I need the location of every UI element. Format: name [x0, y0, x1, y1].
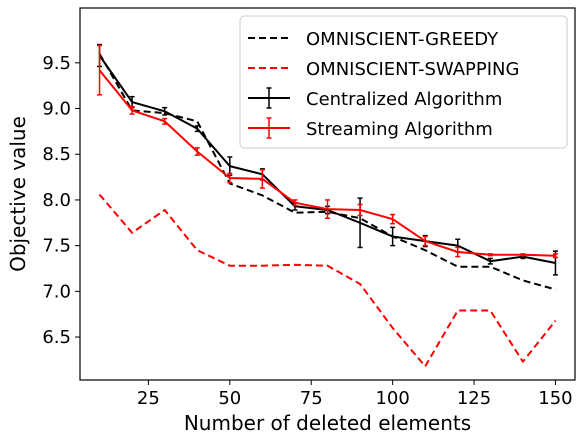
plot-marks	[97, 43, 558, 368]
error-bar	[487, 257, 493, 265]
legend-item: Streaming Algorithm	[248, 117, 493, 140]
x-axis-label: Number of deleted elements	[184, 411, 471, 435]
legend-label: OMNISCIENT-SWAPPING	[306, 59, 519, 80]
error-bar	[487, 253, 493, 257]
legend-box	[239, 15, 568, 149]
x-tick-label: 100	[375, 388, 409, 409]
y-tick-label: 7.0	[42, 281, 71, 302]
y-axis-label: Objective value	[6, 116, 30, 272]
x-tick-label: 75	[300, 388, 323, 409]
error-bar	[390, 226, 396, 247]
legend-label: Centralized Algorithm	[306, 89, 502, 110]
error-bar	[227, 172, 233, 184]
legend-item: OMNISCIENT-GREEDY	[248, 29, 499, 50]
legend-label: Streaming Algorithm	[306, 119, 493, 140]
series-omniscient-swapping	[98, 193, 557, 368]
x-tick-label: 125	[457, 388, 491, 409]
error-bar	[357, 203, 363, 217]
legend-item: OMNISCIENT-SWAPPING	[248, 59, 519, 80]
x-tick-label: 150	[538, 388, 572, 409]
legend-label: OMNISCIENT-GREEDY	[306, 29, 499, 50]
error-bar	[455, 246, 461, 258]
error-bar	[259, 169, 265, 189]
y-tick-label: 8.0	[42, 190, 71, 211]
y-tick-label: 7.5	[42, 236, 71, 257]
error-bar	[552, 253, 558, 259]
error-bar	[422, 235, 428, 247]
error-bar	[97, 44, 103, 96]
y-tick-label: 9.5	[42, 53, 71, 74]
legend: OMNISCIENT-GREEDY OMNISCIENT-SWAPPING Cent…	[239, 15, 568, 149]
error-bar	[162, 117, 168, 125]
error-bar	[194, 147, 200, 156]
error-bar	[292, 199, 298, 207]
series-streaming-algorithm	[97, 44, 558, 259]
axis-ticks: 25 50 75 100 125 150 6.5 7.0 7.5 8.0 8.5 9.0 9.5	[42, 53, 572, 409]
legend-item: Centralized Algorithm	[248, 87, 502, 110]
series-line	[98, 193, 557, 368]
x-tick-label: 25	[137, 388, 160, 409]
y-tick-label: 9.0	[42, 99, 71, 120]
y-tick-label: 6.5	[42, 327, 71, 348]
error-bar	[390, 213, 396, 225]
plot-frame	[79, 7, 576, 381]
error-bar	[162, 106, 168, 116]
error-bar	[194, 125, 200, 133]
error-bar	[520, 253, 526, 257]
error-bar	[325, 199, 330, 219]
x-tick-label: 50	[218, 388, 241, 409]
error-bar	[129, 105, 135, 115]
y-tick-label: 8.5	[42, 144, 71, 165]
